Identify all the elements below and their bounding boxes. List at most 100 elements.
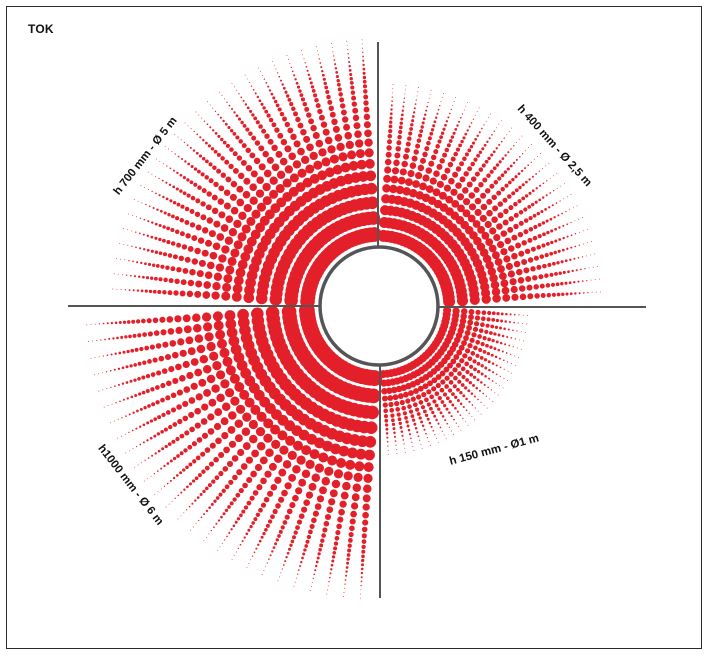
light-dot-top-left <box>362 47 363 49</box>
light-dot-top-left <box>236 89 238 91</box>
light-dot-bottom-left <box>110 422 111 424</box>
light-dot-bottom-left <box>147 478 149 480</box>
light-dot-bottom-right <box>459 402 463 406</box>
light-dot-bottom-right <box>434 403 439 408</box>
light-dot-top-right <box>566 223 569 226</box>
light-dot-bottom-right <box>480 372 484 376</box>
light-dot-top-left <box>341 116 349 123</box>
light-dot-top-right <box>462 136 466 140</box>
light-dot-bottom-left <box>172 456 177 461</box>
light-dot-top-right <box>435 144 440 149</box>
light-dot-top-left <box>306 143 314 152</box>
light-dot-bottom-left <box>151 402 156 407</box>
light-dot-top-right <box>551 292 556 297</box>
light-dot-top-left <box>198 154 203 158</box>
light-dot-bottom-left <box>320 538 325 543</box>
light-dot-bottom-right <box>435 418 438 422</box>
light-dot-top-right <box>528 227 534 232</box>
light-dot-top-right <box>489 113 491 115</box>
light-dot-top-right <box>573 281 576 284</box>
light-dot-top-left <box>349 72 353 77</box>
light-dot-top-right <box>444 123 447 127</box>
light-dot-bottom-left <box>331 555 336 559</box>
light-dot-bottom-left <box>287 450 297 461</box>
light-dot-bottom-left <box>103 406 105 408</box>
light-dot-top-left <box>270 92 274 96</box>
light-dot-bottom-left <box>310 586 312 587</box>
light-dot-top-left <box>229 128 234 133</box>
light-dot-top-right <box>538 198 542 202</box>
light-dot-top-left <box>296 85 301 89</box>
light-dot-bottom-right <box>404 416 408 420</box>
light-dot-top-left <box>256 95 260 99</box>
light-dot-bottom-left <box>160 429 164 434</box>
light-dot-top-right <box>575 269 578 272</box>
light-dot-bottom-left <box>168 366 175 373</box>
light-dot-top-right <box>513 223 519 230</box>
light-dot-bottom-right <box>407 404 412 409</box>
light-dot-top-right <box>453 151 458 157</box>
light-dot-top-left <box>224 98 225 100</box>
light-dot-bottom-left <box>345 574 348 577</box>
light-dot-bottom-left <box>121 382 125 385</box>
light-dot-top-left <box>136 216 137 218</box>
light-dot-bottom-right <box>455 362 462 368</box>
light-dot-top-left <box>202 138 205 142</box>
light-dot-bottom-right <box>387 449 389 451</box>
light-dot-bottom-left <box>267 490 274 497</box>
light-dot-bottom-left <box>166 462 170 465</box>
light-dot-bottom-left <box>206 341 216 352</box>
light-dot-top-right <box>497 176 502 181</box>
light-dot-top-right <box>389 184 398 194</box>
light-dot-top-right <box>405 141 411 147</box>
light-dot-top-left <box>365 170 377 182</box>
light-dot-bottom-right <box>494 325 499 329</box>
light-dot-bottom-right <box>494 355 498 359</box>
light-dot-top-left <box>180 204 185 209</box>
light-dot-top-left <box>186 193 191 198</box>
light-dot-top-left <box>189 180 194 185</box>
light-dot-top-right <box>556 292 561 297</box>
light-dot-top-left <box>263 169 272 178</box>
light-dot-top-left <box>302 101 308 107</box>
light-dot-top-left <box>323 81 327 86</box>
light-dot-bottom-left <box>129 364 133 368</box>
light-dot-top-right <box>600 291 601 293</box>
light-dot-bottom-right <box>439 411 443 415</box>
light-dot-bottom-left <box>342 481 351 491</box>
light-dot-top-left <box>222 119 225 123</box>
light-dot-top-left <box>154 236 158 240</box>
light-dot-bottom-left <box>289 543 293 547</box>
light-dot-bottom-right <box>461 340 467 346</box>
light-dot-top-left <box>166 226 170 231</box>
light-dot-bottom-left <box>278 529 283 534</box>
light-dot-bottom-right <box>405 451 406 453</box>
light-dot-bottom-left <box>207 483 212 488</box>
light-dot-bottom-left <box>233 352 245 363</box>
light-dot-bottom-left <box>340 491 349 500</box>
light-dot-top-right <box>574 220 576 222</box>
light-dot-bottom-right <box>445 396 450 401</box>
light-dot-top-right <box>444 147 450 153</box>
light-dot-top-right <box>442 127 446 131</box>
light-dot-top-left <box>293 140 301 148</box>
light-dot-bottom-left <box>285 556 288 559</box>
light-dot-bottom-right <box>444 419 447 422</box>
light-dot-bottom-right <box>386 436 389 439</box>
light-dot-bottom-right <box>491 362 495 365</box>
light-dot-top-left <box>321 69 324 73</box>
light-dot-bottom-left <box>195 393 203 401</box>
light-dot-bottom-left <box>174 315 182 323</box>
light-dot-top-right <box>549 192 552 194</box>
light-dot-bottom-left <box>361 554 365 559</box>
light-dot-bottom-right <box>392 394 399 401</box>
light-dot-bottom-left <box>286 551 290 555</box>
light-dot-bottom-right <box>520 331 522 333</box>
light-dot-bottom-right <box>507 380 509 382</box>
light-dot-bottom-right <box>475 386 479 390</box>
light-dot-bottom-right <box>412 445 414 447</box>
light-dot-bottom-left <box>316 556 320 560</box>
light-dot-top-left <box>229 193 237 201</box>
light-dot-top-right <box>557 214 560 217</box>
light-dot-top-left <box>184 220 190 225</box>
